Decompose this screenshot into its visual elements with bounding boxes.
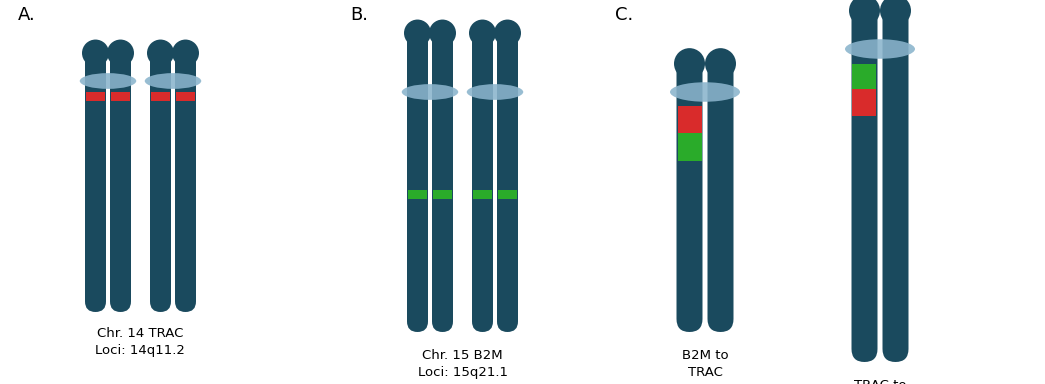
Circle shape xyxy=(107,40,134,66)
Bar xyxy=(176,91,195,101)
Bar xyxy=(433,190,452,199)
Ellipse shape xyxy=(845,39,915,59)
Ellipse shape xyxy=(79,73,136,89)
Circle shape xyxy=(429,20,456,46)
Text: Loci: 15q21.1: Loci: 15q21.1 xyxy=(418,366,508,379)
Circle shape xyxy=(674,48,705,79)
Text: A.: A. xyxy=(18,6,36,24)
FancyBboxPatch shape xyxy=(707,59,734,332)
Bar xyxy=(498,190,517,199)
Bar xyxy=(677,133,701,161)
Circle shape xyxy=(172,40,199,66)
Text: TRAC: TRAC xyxy=(688,366,722,379)
FancyBboxPatch shape xyxy=(497,29,518,332)
FancyBboxPatch shape xyxy=(676,59,702,332)
FancyBboxPatch shape xyxy=(882,6,908,362)
Circle shape xyxy=(469,20,496,46)
Circle shape xyxy=(404,20,431,46)
Circle shape xyxy=(147,40,175,66)
Circle shape xyxy=(494,20,521,46)
FancyBboxPatch shape xyxy=(407,29,428,332)
Bar xyxy=(473,190,492,199)
Ellipse shape xyxy=(670,82,740,102)
Ellipse shape xyxy=(467,84,524,100)
FancyBboxPatch shape xyxy=(110,49,131,312)
FancyBboxPatch shape xyxy=(432,29,452,332)
FancyBboxPatch shape xyxy=(852,6,878,362)
FancyBboxPatch shape xyxy=(150,49,171,312)
Circle shape xyxy=(705,48,736,79)
Circle shape xyxy=(849,0,880,26)
Bar xyxy=(86,91,104,101)
Text: Loci: 14q11.2: Loci: 14q11.2 xyxy=(95,344,185,357)
Circle shape xyxy=(880,0,911,26)
Text: B2M to: B2M to xyxy=(681,349,728,362)
Text: TRAC to: TRAC to xyxy=(854,379,906,384)
Bar xyxy=(150,91,170,101)
FancyBboxPatch shape xyxy=(175,49,196,312)
Text: Chr. 14 TRAC: Chr. 14 TRAC xyxy=(97,327,183,340)
Bar xyxy=(111,91,130,101)
Text: Chr. 15 B2M: Chr. 15 B2M xyxy=(422,349,503,362)
Text: B.: B. xyxy=(350,6,368,24)
Text: C.: C. xyxy=(616,6,633,24)
Bar xyxy=(853,64,877,89)
Bar xyxy=(677,106,701,133)
Circle shape xyxy=(82,40,109,66)
Ellipse shape xyxy=(401,84,459,100)
Bar xyxy=(853,89,877,116)
FancyBboxPatch shape xyxy=(85,49,106,312)
Bar xyxy=(408,190,427,199)
Ellipse shape xyxy=(145,73,202,89)
FancyBboxPatch shape xyxy=(472,29,493,332)
